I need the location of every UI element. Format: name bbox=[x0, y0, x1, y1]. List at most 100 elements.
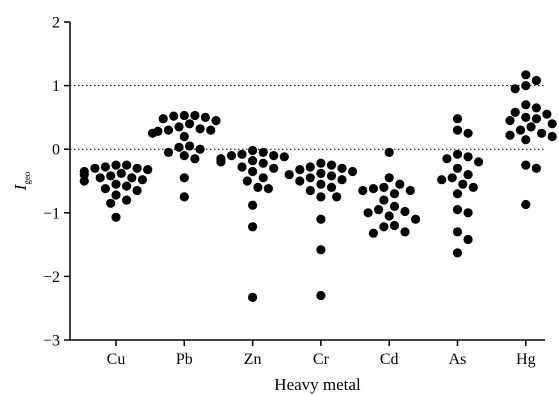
data-point-pb bbox=[190, 154, 199, 163]
data-point-cr bbox=[327, 183, 336, 192]
data-point-cu bbox=[111, 190, 120, 199]
data-point-cd bbox=[364, 208, 373, 217]
data-point-pb bbox=[211, 116, 220, 125]
x-axis-ticks: Cu Pb Zn Cr Cd As Hg bbox=[107, 340, 536, 368]
data-point-zn bbox=[248, 146, 257, 155]
data-point-zn bbox=[259, 173, 268, 182]
data-point-pb bbox=[180, 192, 189, 201]
data-point-hg bbox=[521, 70, 530, 79]
data-point-cd bbox=[390, 202, 399, 211]
data-point-cu bbox=[133, 186, 142, 195]
data-point-cr bbox=[306, 173, 315, 182]
data-point-cr bbox=[285, 170, 294, 179]
data-point-zn bbox=[216, 157, 225, 166]
x-tick-label-zn: Zn bbox=[244, 351, 262, 368]
y-tick-label: −2 bbox=[43, 269, 60, 286]
data-point-cd bbox=[406, 186, 415, 195]
data-point-as bbox=[464, 170, 473, 179]
data-point-hg bbox=[521, 100, 530, 109]
data-point-cu bbox=[111, 161, 120, 170]
data-point-pb bbox=[174, 122, 183, 131]
data-point-cu bbox=[111, 213, 120, 222]
x-tick-label-cu: Cu bbox=[107, 351, 126, 368]
data-point-zn bbox=[248, 222, 257, 231]
data-point-as bbox=[464, 235, 473, 244]
data-point-cd bbox=[379, 183, 388, 192]
data-point-cr bbox=[316, 215, 325, 224]
data-point-pb bbox=[180, 132, 189, 141]
data-point-cu bbox=[111, 180, 120, 189]
data-point-hg bbox=[532, 164, 541, 173]
data-point-cd bbox=[390, 189, 399, 198]
data-point-as bbox=[453, 205, 462, 214]
data-point-pb bbox=[206, 126, 215, 135]
data-point-zn bbox=[269, 151, 278, 160]
data-point-zn bbox=[237, 150, 246, 159]
data-point-pb bbox=[169, 112, 178, 121]
data-point-cr bbox=[295, 176, 304, 185]
data-point-cu bbox=[101, 184, 110, 193]
data-point-cr bbox=[316, 291, 325, 300]
data-point-pb bbox=[174, 143, 183, 152]
data-point-hg bbox=[542, 110, 551, 119]
data-point-pb bbox=[159, 114, 168, 123]
data-point-cd bbox=[379, 222, 388, 231]
data-point-pb bbox=[196, 124, 205, 133]
data-point-hg bbox=[511, 108, 520, 117]
data-point-zn bbox=[248, 167, 257, 176]
data-point-cd bbox=[379, 196, 388, 205]
data-point-cu bbox=[122, 196, 131, 205]
data-point-hg bbox=[521, 200, 530, 209]
y-axis-ticks: −3 −2 −1 0 1 2 bbox=[43, 15, 70, 350]
data-point-cu bbox=[127, 173, 136, 182]
data-point-as bbox=[453, 248, 462, 257]
x-tick-label-cd: Cd bbox=[380, 351, 399, 368]
data-point-hg bbox=[505, 116, 514, 125]
data-point-hg bbox=[532, 76, 541, 85]
data-point-cd bbox=[390, 221, 399, 230]
data-point-zn bbox=[248, 293, 257, 302]
data-point-cr bbox=[327, 161, 336, 170]
data-point-cr bbox=[316, 180, 325, 189]
data-point-cr bbox=[327, 171, 336, 180]
data-point-zn bbox=[237, 162, 246, 171]
data-point-cr bbox=[316, 192, 325, 201]
data-point-as bbox=[469, 183, 478, 192]
data-point-hg bbox=[521, 81, 530, 90]
x-axis-title: Heavy metal bbox=[274, 375, 361, 394]
y-tick-label: 0 bbox=[52, 142, 60, 159]
data-point-zn bbox=[243, 176, 252, 185]
data-point-pb bbox=[180, 111, 189, 120]
data-point-as bbox=[464, 129, 473, 138]
data-point-hg bbox=[548, 119, 557, 128]
data-point-hg bbox=[505, 131, 514, 140]
data-point-zn bbox=[248, 201, 257, 210]
y-axis-title: Igeo bbox=[11, 171, 32, 191]
data-point-hg bbox=[548, 132, 557, 141]
data-point-cd bbox=[411, 215, 420, 224]
data-point-cd bbox=[369, 184, 378, 193]
data-point-pb bbox=[164, 126, 173, 135]
data-point-as bbox=[453, 227, 462, 236]
data-point-cd bbox=[385, 211, 394, 220]
data-point-zn bbox=[253, 183, 262, 192]
data-point-zn bbox=[259, 159, 268, 168]
data-point-as bbox=[464, 152, 473, 161]
x-tick-label-as: As bbox=[449, 351, 467, 368]
x-tick-label-cr: Cr bbox=[313, 351, 330, 368]
data-point-hg bbox=[521, 161, 530, 170]
data-point-cu bbox=[101, 162, 110, 171]
data-point-as bbox=[437, 175, 446, 184]
reference-lines bbox=[70, 86, 545, 150]
data-point-cu bbox=[117, 169, 126, 178]
data-point-cr bbox=[316, 159, 325, 168]
data-point-zn bbox=[259, 148, 268, 157]
data-point-cr bbox=[306, 162, 315, 171]
data-point-cd bbox=[374, 205, 383, 214]
data-point-cd bbox=[385, 173, 394, 182]
data-point-cd bbox=[385, 148, 394, 157]
y-axis-title-subscript: geo bbox=[22, 171, 32, 184]
data-point-as bbox=[453, 114, 462, 123]
data-point-pb bbox=[180, 151, 189, 160]
